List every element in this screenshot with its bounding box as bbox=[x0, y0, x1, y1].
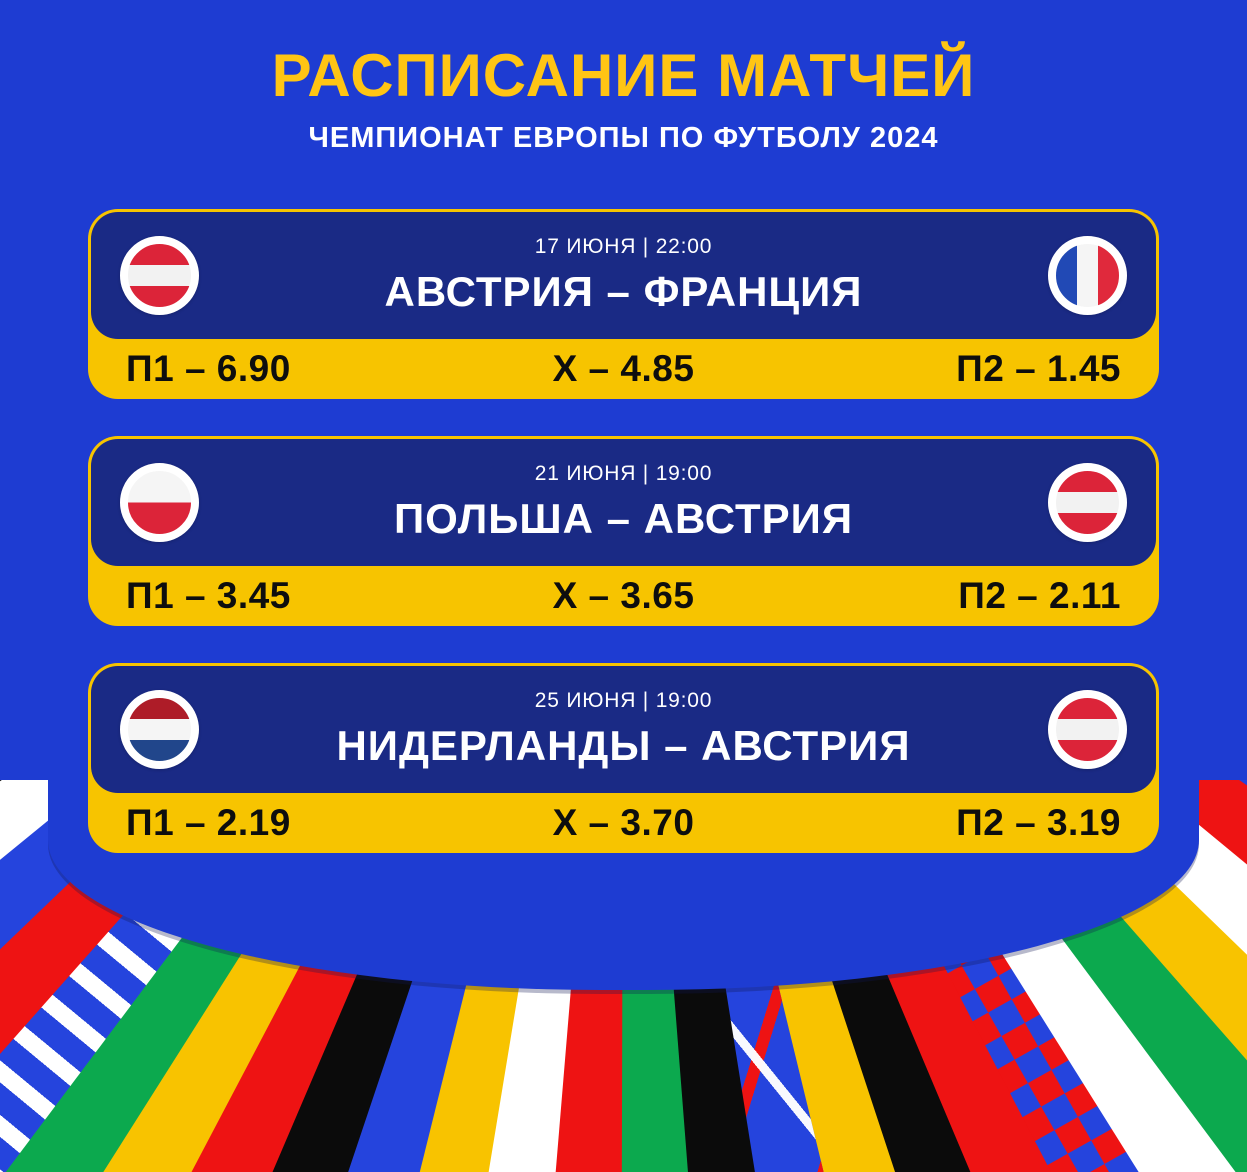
match-card-top: 25 ИЮНЯ | 19:00 НИДЕРЛАНДЫ – АВСТРИЯ bbox=[91, 666, 1156, 793]
odds-draw: Х – 4.85 bbox=[552, 348, 695, 389]
match-card-list: 17 ИЮНЯ | 22:00 АВСТРИЯ – ФРАНЦИЯ П1 – 6… bbox=[88, 209, 1159, 853]
match-info: 21 ИЮНЯ | 19:00 ПОЛЬША – АВСТРИЯ bbox=[199, 462, 1048, 543]
match-info: 25 ИЮНЯ | 19:00 НИДЕРЛАНДЫ – АВСТРИЯ bbox=[199, 689, 1048, 770]
page-subtitle: ЧЕМПИОНАТ ЕВРОПЫ ПО ФУТБОЛУ 2024 bbox=[308, 122, 939, 154]
odds-p1: П1 – 2.19 bbox=[126, 802, 291, 843]
match-card: 17 ИЮНЯ | 22:00 АВСТРИЯ – ФРАНЦИЯ П1 – 6… bbox=[88, 209, 1159, 399]
flag-austria-icon bbox=[120, 236, 199, 315]
match-card: 25 ИЮНЯ | 19:00 НИДЕРЛАНДЫ – АВСТРИЯ П1 … bbox=[88, 663, 1159, 853]
odds-bar: П1 – 3.45 Х – 3.65 П2 – 2.11 bbox=[88, 566, 1159, 626]
odds-p1: П1 – 3.45 bbox=[126, 575, 291, 616]
odds-draw: Х – 3.70 bbox=[552, 802, 695, 843]
match-card-top: 21 ИЮНЯ | 19:00 ПОЛЬША – АВСТРИЯ bbox=[91, 439, 1156, 566]
page-title: РАСПИСАНИЕ МАТЧЕЙ bbox=[271, 42, 976, 109]
flag-austria-icon bbox=[1048, 690, 1127, 769]
match-info: 17 ИЮНЯ | 22:00 АВСТРИЯ – ФРАНЦИЯ bbox=[199, 235, 1048, 316]
header: РАСПИСАНИЕ МАТЧЕЙ ЧЕМПИОНАТ ЕВРОПЫ ПО ФУ… bbox=[0, 0, 1247, 155]
odds-p1: П1 – 6.90 bbox=[126, 348, 291, 389]
odds-draw: Х – 3.65 bbox=[552, 575, 695, 616]
flag-poland-icon bbox=[120, 463, 199, 542]
odds-p2: П2 – 2.11 bbox=[958, 575, 1121, 616]
match-teams: АВСТРИЯ – ФРАНЦИЯ bbox=[384, 268, 863, 315]
odds-bar: П1 – 6.90 Х – 4.85 П2 – 1.45 bbox=[88, 339, 1159, 399]
odds-bar: П1 – 2.19 Х – 3.70 П2 – 3.19 bbox=[88, 793, 1159, 853]
odds-p2: П2 – 3.19 bbox=[956, 802, 1121, 843]
match-teams: НИДЕРЛАНДЫ – АВСТРИЯ bbox=[336, 722, 911, 769]
match-teams: ПОЛЬША – АВСТРИЯ bbox=[393, 495, 854, 542]
match-card: 21 ИЮНЯ | 19:00 ПОЛЬША – АВСТРИЯ П1 – 3.… bbox=[88, 436, 1159, 626]
flag-france-icon bbox=[1048, 236, 1127, 315]
match-datetime: 17 ИЮНЯ | 22:00 bbox=[534, 235, 713, 258]
flag-netherlands-icon bbox=[120, 690, 199, 769]
match-datetime: 25 ИЮНЯ | 19:00 bbox=[534, 689, 713, 712]
flag-austria-icon bbox=[1048, 463, 1127, 542]
odds-p2: П2 – 1.45 bbox=[956, 348, 1121, 389]
match-card-top: 17 ИЮНЯ | 22:00 АВСТРИЯ – ФРАНЦИЯ bbox=[91, 212, 1156, 339]
match-datetime: 21 ИЮНЯ | 19:00 bbox=[534, 462, 713, 485]
